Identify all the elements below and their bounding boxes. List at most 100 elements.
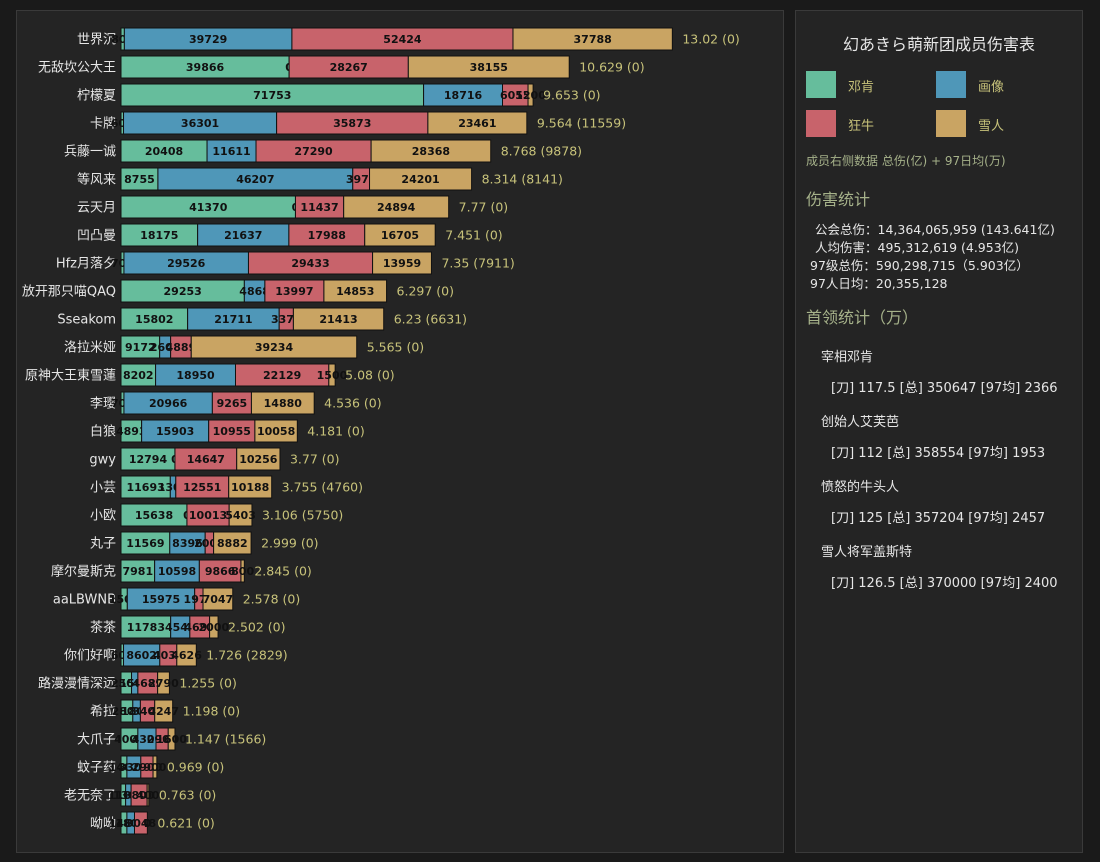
boss-name: 愤怒的牛头人: [821, 480, 900, 495]
segment-value: 71753: [253, 89, 291, 102]
total-label: 1.147 (1566): [185, 732, 266, 747]
category-label: gwy: [89, 453, 116, 468]
segment-value: 8396: [172, 537, 203, 550]
total-label: 1.726 (2829): [206, 648, 287, 663]
segment-value: 29253: [164, 285, 202, 298]
bar-row: 放开那只喵QAQ 29253 4868 13997 14853 6.297 (0): [22, 279, 454, 303]
total-label: 8.768 (9878): [501, 144, 582, 159]
segment-value: 8755: [124, 173, 155, 186]
total-label: 2.502 (0): [228, 620, 285, 635]
total-label: 10.629 (0): [579, 60, 644, 75]
legend-label: 雪人: [978, 119, 1005, 134]
segment-value: 28368: [412, 145, 450, 158]
bar-row: gwy12794014647102563.77 (0): [89, 447, 340, 471]
boss-name: 宰相邓肯: [821, 350, 874, 365]
category-label: 摩尔曼斯克: [51, 564, 116, 580]
total-label: 3.77 (0): [290, 452, 340, 467]
total-label: 9.564 (11559): [537, 116, 626, 131]
bar-segment: [176, 643, 197, 667]
bar-segment: [202, 587, 234, 611]
bar-segment: [228, 503, 253, 527]
legend-item-xueren: 雪人: [936, 110, 1066, 140]
total-label: 13.02 (0): [682, 32, 739, 47]
category-label: 丸子: [90, 537, 116, 552]
panel-title: 幻あきら萌新团成员伤害表: [842, 35, 1035, 54]
category-label: 希拉: [90, 705, 116, 720]
segment-value: 4247: [148, 705, 179, 718]
category-label: 白狼: [90, 424, 116, 440]
segment-value: 11437: [300, 201, 338, 214]
boss-stats-title: 首领统计（万）: [806, 308, 919, 327]
bar-segment: [236, 447, 281, 471]
total-label: 3.106 (5750): [262, 508, 343, 523]
boss-stats: [刀] 112 [总] 358554 [97均] 1953: [831, 446, 1046, 461]
bar-segment: [157, 671, 170, 695]
segment-value: 10013: [189, 509, 227, 522]
bar-row: 等风来 8755 46207 3975 24201 8.314 (8141): [77, 167, 563, 191]
bar-segment: [407, 55, 570, 79]
segment-value: 39729: [189, 33, 227, 46]
legend-swatch: [806, 71, 836, 98]
segment-value: 7981: [123, 565, 154, 578]
category-label: 无敌坎公大王: [38, 61, 116, 76]
category-label: 小芸: [90, 480, 116, 496]
total-label: 2.999 (0): [261, 536, 318, 551]
bar-row: 凹凸曼 18175 21637 17988 16705 7.451 (0): [77, 223, 503, 247]
bar-segment: [154, 699, 174, 723]
segment-value: 22129: [263, 369, 301, 382]
segment-value: 1600: [156, 733, 187, 746]
segment-value: 17988: [308, 229, 346, 242]
category-label: 老无奈了: [64, 789, 116, 804]
category-label: 卡牌: [90, 116, 116, 132]
bar-segment: [146, 783, 150, 807]
legend-swatch: [936, 71, 966, 98]
total-label: 1.255 (0): [179, 676, 236, 691]
bar-segment: [209, 615, 219, 639]
segment-value: 12794: [129, 453, 168, 466]
segment-value: 35873: [333, 117, 371, 130]
segment-value: 4626: [171, 649, 202, 662]
segment-value: 3975: [346, 173, 377, 186]
segment-value: 1200: [515, 89, 546, 102]
segment-value: 27290: [294, 145, 333, 158]
segment-value: 39234: [255, 341, 294, 354]
category-label: 等风来: [77, 172, 116, 188]
segment-value: 2000: [199, 621, 230, 634]
total-label: 4.181 (0): [307, 424, 364, 439]
segment-value: 10598: [158, 565, 196, 578]
category-label: 云天月: [77, 201, 116, 216]
segment-value: 15975: [142, 593, 180, 606]
segment-value: 20408: [145, 145, 183, 158]
bar-segment: [167, 727, 176, 751]
total-label: 2.845 (0): [254, 564, 311, 579]
bar-segment: [372, 251, 432, 275]
segment-value: 29526: [167, 257, 206, 270]
segment-value: 4893: [116, 425, 147, 438]
segment-value: 15802: [135, 313, 173, 326]
total-label: 6.297 (0): [397, 284, 454, 299]
category-label: 茶茶: [90, 620, 116, 636]
segment-value: 9172: [125, 341, 156, 354]
legend-label: 邓肯: [848, 80, 875, 95]
segment-value: 29433: [291, 257, 329, 270]
total-label: 2.578 (0): [243, 592, 300, 607]
category-label: 呦呦: [90, 817, 116, 832]
legend-swatch: [936, 110, 966, 137]
category-label: 小欧: [90, 509, 116, 524]
bar-segment: [370, 139, 492, 163]
bar-segment: [213, 531, 252, 555]
total-label: 0.621 (0): [157, 816, 214, 831]
segment-value: 10256: [239, 453, 278, 466]
segment-value: 18950: [176, 369, 215, 382]
segment-value: 4000: [114, 733, 145, 746]
total-label: 7.35 (7911): [441, 256, 514, 271]
segment-value: 39866: [186, 61, 225, 74]
segment-value: 12551: [183, 481, 221, 494]
